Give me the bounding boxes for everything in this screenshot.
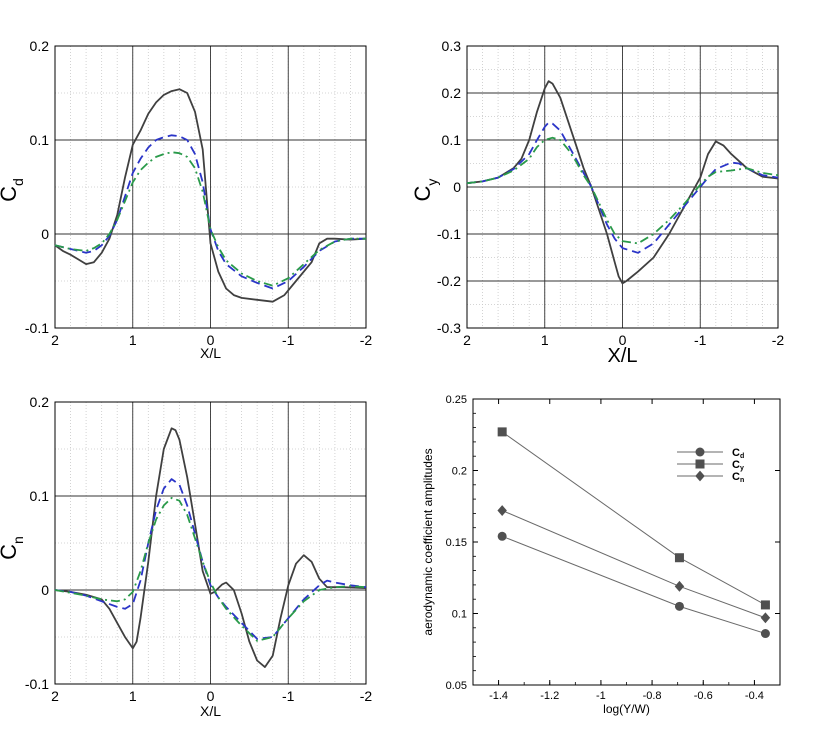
y-tick-label: 0 xyxy=(41,226,49,242)
y-tick-label: 0.2 xyxy=(30,394,50,410)
data-point-square xyxy=(497,427,507,437)
y-tick-label: 0.1 xyxy=(30,132,50,148)
legend-label-subscript: n xyxy=(740,477,744,484)
x-axis-label: X/L xyxy=(607,345,637,367)
x-tick-label: -0.6 xyxy=(694,690,713,702)
x-tick-label: 0 xyxy=(619,332,627,348)
y-axis-label: Cy xyxy=(410,179,440,202)
y-tick-label: 0.2 xyxy=(30,38,50,54)
y-tick-label: -0.2 xyxy=(437,273,461,289)
plot-frame xyxy=(466,45,779,329)
x-tick-label: 1 xyxy=(129,688,137,704)
x-tick-label: -1 xyxy=(282,332,295,348)
legend-label-subscript: y xyxy=(740,465,744,472)
legend-label: Cy xyxy=(732,459,744,472)
x-tick-label: 1 xyxy=(129,332,137,348)
series-line-1 xyxy=(501,431,766,606)
x-tick-label: -1.4 xyxy=(489,690,508,702)
cn-panel: 2 1 0 -1 -2 -0.1 0 0.1 0.2 X/L Cn xyxy=(0,394,372,719)
legend-label-main: C xyxy=(732,447,740,459)
y-axis-label-subscript: n xyxy=(10,536,26,544)
x-tick-label: 0 xyxy=(207,688,215,704)
cy-panel: 2 1 0 -1 -2 -0.3 -0.2 -0.1 0 0.1 0.2 0.3 X/L Cy xyxy=(410,38,784,367)
y-tick-label: -0.3 xyxy=(437,320,461,336)
y-axis-label-main: C xyxy=(0,544,21,560)
x-tick-label: -1 xyxy=(596,690,606,702)
series-line-1 xyxy=(54,134,366,290)
x-tick-label: -0.4 xyxy=(745,690,764,702)
x-axis-label: log(Y/W) xyxy=(603,702,650,716)
data-point-square xyxy=(760,600,770,610)
plot-frame xyxy=(54,45,367,329)
series-line-2 xyxy=(466,136,779,245)
data-point-diamond xyxy=(497,505,507,516)
plot-frame xyxy=(472,398,781,686)
legend-label: Cn xyxy=(732,471,744,484)
data-point-square xyxy=(674,553,684,563)
y-tick-label: 0.1 xyxy=(30,488,50,504)
series-line-2 xyxy=(502,510,766,619)
x-tick-label: -2 xyxy=(772,332,785,348)
cd-panel: 2 1 0 -1 -2 -0.1 0 0.1 0.2 X/L Cd xyxy=(0,38,372,361)
y-tick-label: -0.1 xyxy=(437,226,461,242)
y-tick-label: 0.2 xyxy=(442,85,462,101)
x-tick-label: -0.8 xyxy=(643,690,662,702)
series-line-1 xyxy=(466,121,779,254)
y-axis-label: aerodynamic coefficient amplitudes xyxy=(421,448,435,635)
data-point-diamond xyxy=(674,580,685,592)
x-tick-label: -2 xyxy=(360,332,373,348)
y-tick-label: 0.2 xyxy=(452,466,467,478)
series-line-0 xyxy=(54,88,367,303)
x-tick-label: -1 xyxy=(694,332,707,348)
legend-label-main: C xyxy=(732,459,740,471)
x-tick-label: -1.2 xyxy=(540,690,559,702)
x-tick-label: 2 xyxy=(51,332,59,348)
y-tick-label: -0.1 xyxy=(25,676,49,692)
legend-marker-square xyxy=(695,459,705,469)
x-tick-label: 0 xyxy=(207,332,215,348)
plot-frame xyxy=(54,401,367,685)
y-axis-label: Cn xyxy=(0,536,26,560)
legend-marker-circle xyxy=(695,447,705,457)
y-axis-label-main: C xyxy=(410,185,435,201)
data-point-diamond xyxy=(760,612,771,624)
x-tick-label: -2 xyxy=(360,688,373,704)
y-axis-label-subscript: d xyxy=(10,178,26,186)
y-axis-label: Cd xyxy=(0,178,26,202)
x-tick-label: 2 xyxy=(51,688,59,704)
y-tick-label: 0 xyxy=(41,582,49,598)
series-line-2 xyxy=(54,151,366,287)
legend-label-subscript: d xyxy=(740,453,744,460)
x-tick-label: 2 xyxy=(463,332,471,348)
x-tick-label: -1 xyxy=(282,688,295,704)
y-tick-label: 0.15 xyxy=(446,537,467,549)
y-tick-label: 0.05 xyxy=(446,680,467,692)
y-tick-label: 0.3 xyxy=(442,38,462,54)
x-axis-label: X/L xyxy=(200,703,221,719)
y-tick-label: 0 xyxy=(453,179,461,195)
legend-label: Cd xyxy=(732,447,744,460)
data-point-circle xyxy=(760,629,770,639)
y-tick-label: 0.25 xyxy=(446,394,467,406)
y-axis-label-main: C xyxy=(0,186,21,202)
series-line-0 xyxy=(466,80,779,285)
y-tick-label: 0.1 xyxy=(452,609,467,621)
y-axis-label-subscript: y xyxy=(424,179,440,186)
data-point-circle xyxy=(674,601,684,611)
y-tick-label: 0.1 xyxy=(442,132,462,148)
amplitude-panel: -1.4 -1.2 -1 -0.8 -0.6 -0.4 0.05 0.1 0.15 0.2 0.25… xyxy=(421,394,781,716)
data-point-circle xyxy=(497,531,507,541)
x-axis-label: X/L xyxy=(200,345,221,361)
x-tick-label: 1 xyxy=(541,332,549,348)
y-tick-label: -0.1 xyxy=(25,320,49,336)
series-line-1 xyxy=(54,478,367,640)
legend-marker-diamond xyxy=(695,470,705,482)
legend-label-main: C xyxy=(732,471,740,483)
series-line-0 xyxy=(502,535,766,634)
series-line-0 xyxy=(54,427,367,668)
